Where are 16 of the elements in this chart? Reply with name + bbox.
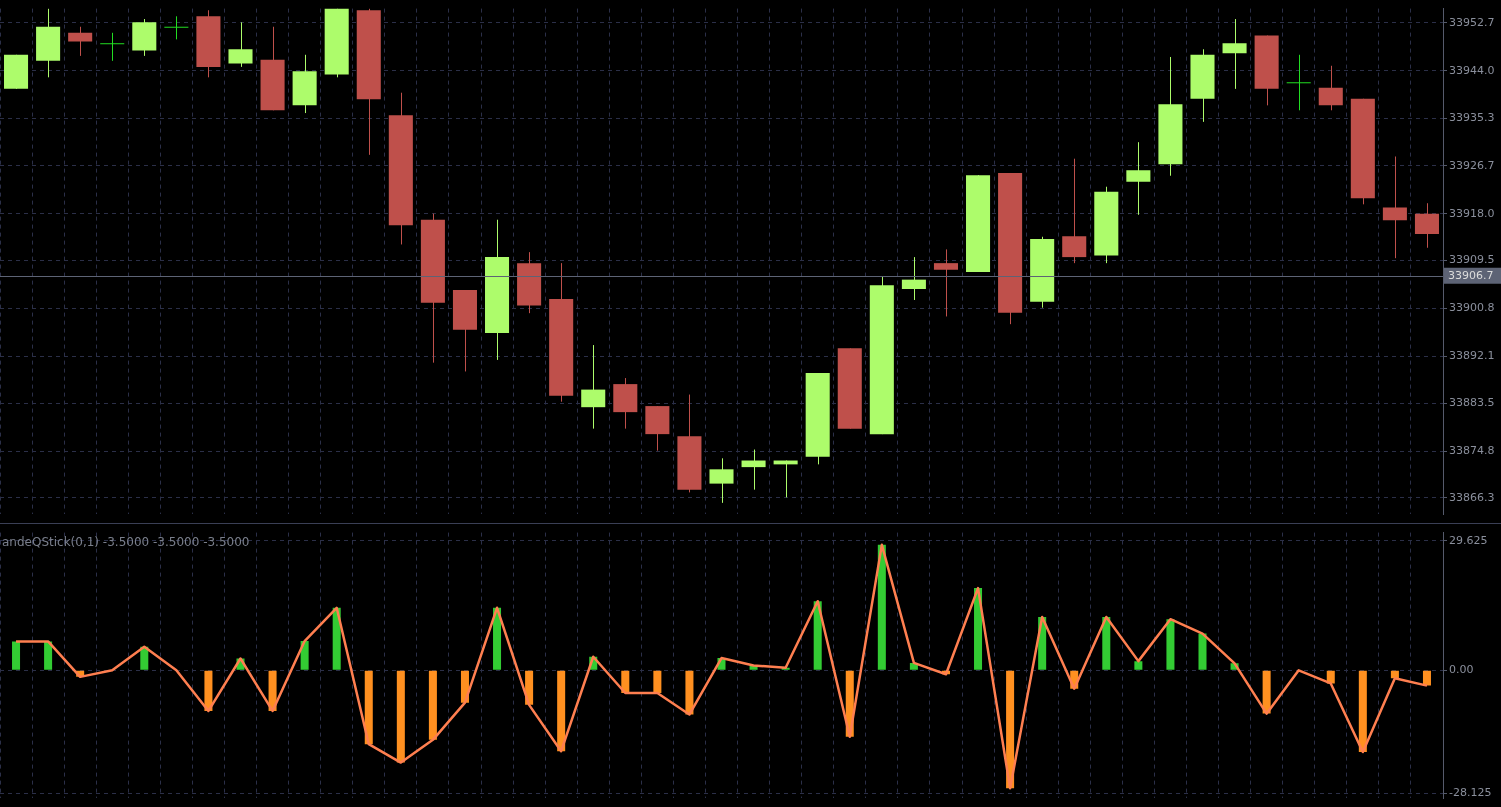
y-tick-label: 33944.0: [1449, 63, 1495, 77]
y-tick-label: 33935.3: [1449, 111, 1495, 125]
y-tick-label: 33918.0: [1449, 206, 1495, 220]
chart-title: andeQStick(0,1) -3.5000 -3.5000 -3.5000: [2, 534, 250, 549]
y-tick-label: 29.625: [1449, 533, 1488, 547]
y-tick-label: 33892.1: [1449, 348, 1495, 362]
y-tick-label: 33926.7: [1449, 158, 1495, 172]
y-tick-label: 33909.5: [1449, 253, 1495, 267]
y-tick-label: 33900.8: [1449, 301, 1495, 315]
y-tick-label: 33874.8: [1449, 444, 1495, 458]
y-tick-label: 33866.3: [1449, 490, 1495, 504]
ref-line-label: 33906.7: [1448, 268, 1494, 282]
y-tick-label: 33952.7: [1449, 15, 1495, 29]
y-tick-label: 33883.5: [1449, 396, 1495, 410]
y-tick-label: -28.125: [1449, 786, 1492, 800]
y-tick-label: 0.00: [1449, 663, 1474, 677]
